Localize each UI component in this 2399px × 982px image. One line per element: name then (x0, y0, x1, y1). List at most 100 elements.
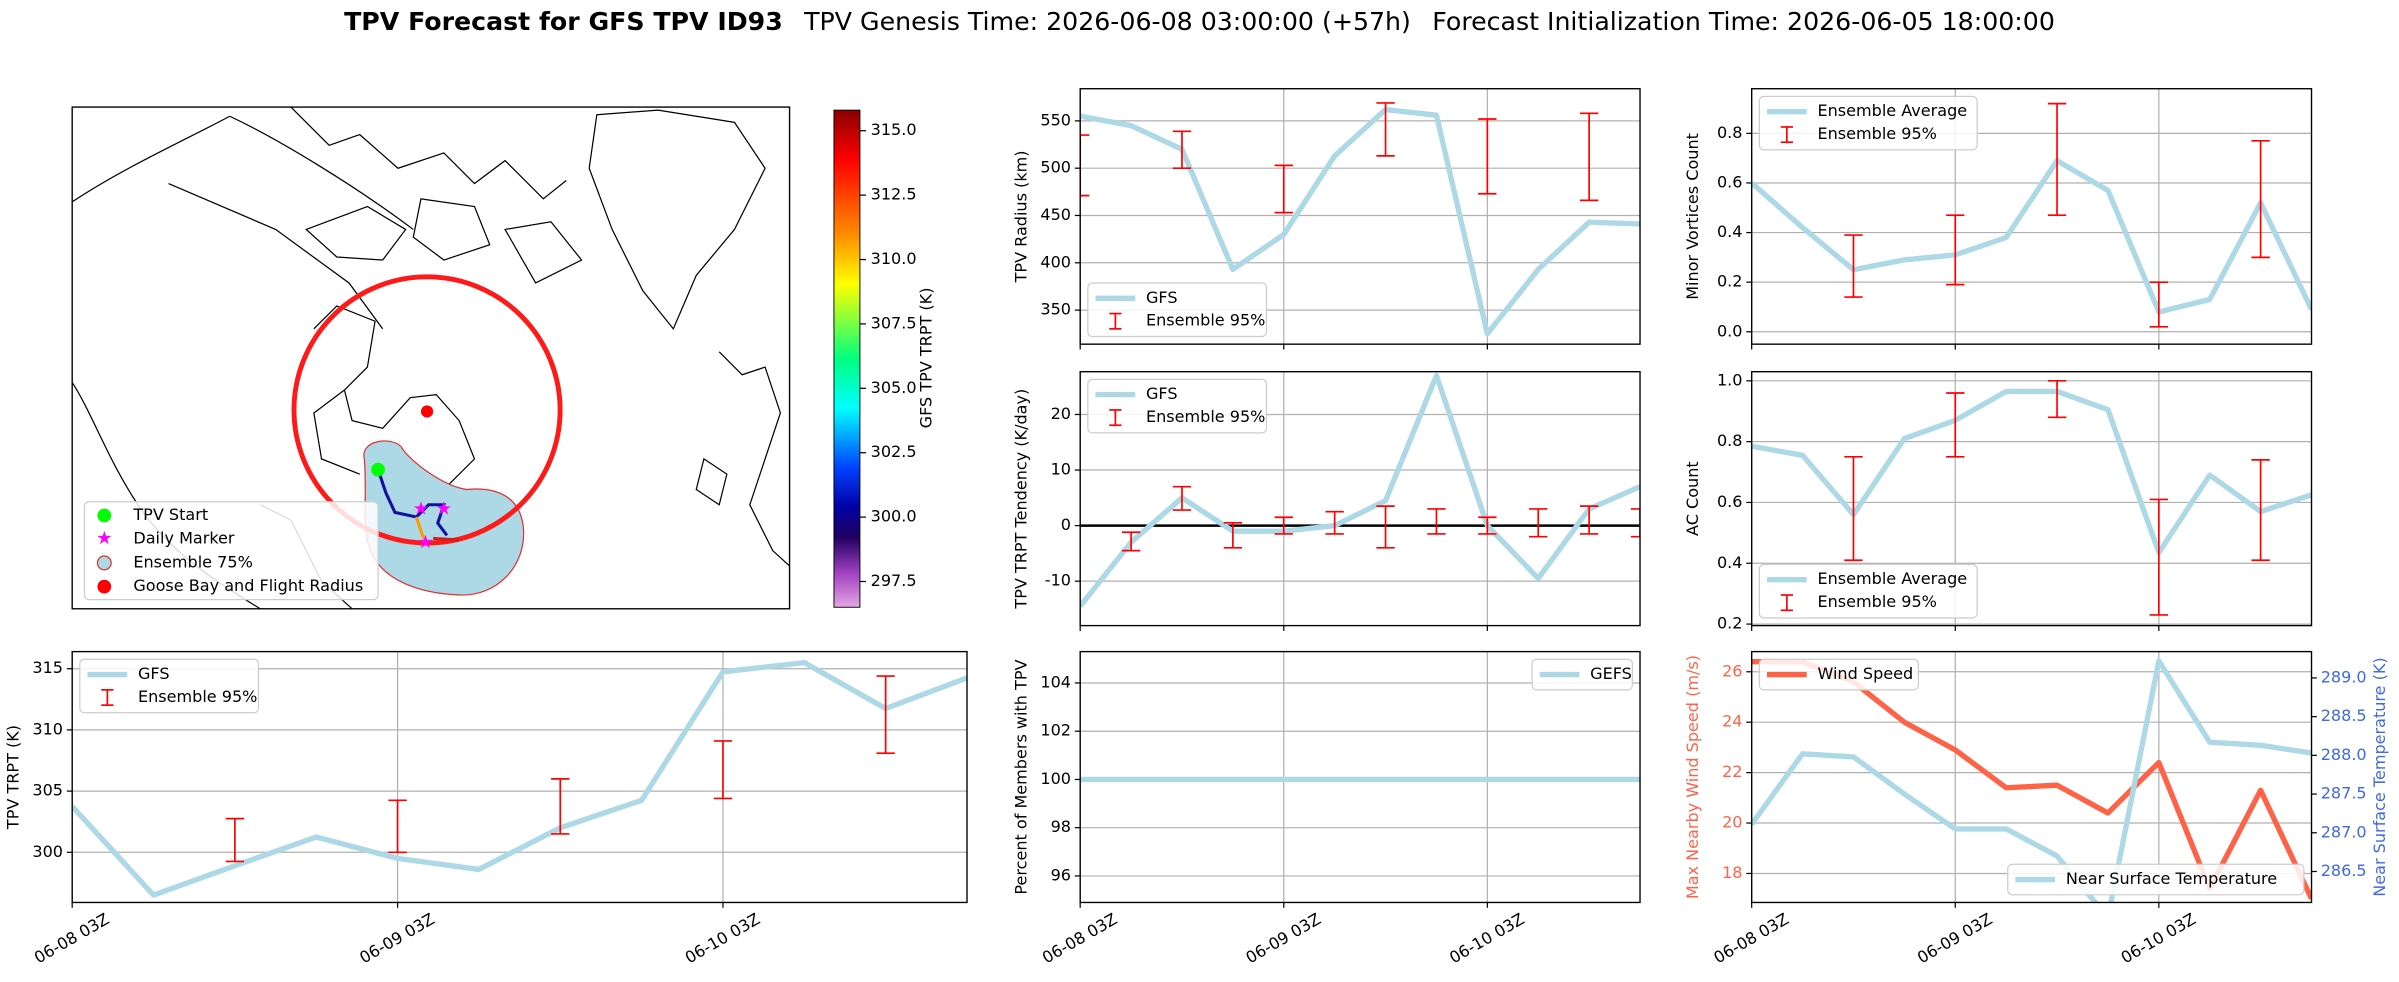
legend-box (1758, 563, 1978, 619)
legend-label: Goose Bay and Flight Radius (133, 576, 363, 595)
legend-label: GFS (138, 664, 170, 683)
plot-frame (1750, 371, 2313, 627)
colorbar-label: GFS TPV TRPT (K) (917, 288, 936, 429)
series-line (1080, 372, 1641, 608)
y-tick-label: 315 (32, 658, 63, 677)
legend-label: Ensemble 95% (1817, 592, 1936, 611)
error-bar (1427, 508, 1446, 535)
panel: 350 400 450 500 550 TPV Radius (km) GFS Ensembl… (1012, 88, 1641, 350)
y-tick-label: 0.2 (1717, 272, 1743, 291)
series-line (1080, 106, 1641, 337)
y2-tick-label: 288.0 (2321, 745, 2367, 764)
y2-tick-label: 289.0 (2321, 667, 2367, 686)
error-bar (2047, 102, 2067, 217)
colorbar-tick-label: 302.5 (871, 442, 917, 461)
legend-label: Daily Marker (133, 529, 235, 548)
y-axis-label: TPV Radius (km) (1012, 150, 1031, 283)
y-tick-label: 102 (1040, 721, 1071, 740)
x-tick-label: 06-10 03Z (682, 909, 764, 967)
x-tick-label: 06-08 03Z (1039, 909, 1121, 967)
x-tick-label: 06-09 03Z (1914, 909, 1996, 967)
x-tick-label: 06-10 03Z (1446, 909, 1528, 967)
y-tick-label: 24 (1722, 712, 1742, 731)
error-bar (1478, 516, 1497, 535)
title-genesis: TPV Genesis Time: 2026-06-08 03:00:00 (+… (803, 7, 1411, 36)
legend: Wind Speed (1758, 658, 1920, 691)
y-tick-label: 0.8 (1717, 431, 1743, 450)
legend-label: GEFS (1590, 664, 1632, 683)
y-tick-label: 1.0 (1717, 370, 1743, 389)
colorbar (833, 109, 861, 608)
legend: GFS Ensemble 95% (1087, 282, 1268, 338)
y-tick-label: 500 (1040, 158, 1071, 177)
map-legend-box (83, 501, 379, 601)
colorbar-tick-label: 297.5 (871, 571, 917, 590)
error-bar (1274, 164, 1293, 214)
panel: -10 0 10 20 TPV TRPT Tendency (K/day) GFS Ense… (1012, 371, 1641, 631)
legend-marker: ★ (96, 528, 112, 549)
legend-label: Ensemble Average (1817, 569, 1967, 588)
series-line (1751, 157, 2312, 315)
y-tick-label: 0 (1061, 515, 1071, 534)
y-tick-label: 26 (1722, 661, 1742, 680)
plot-frame (1750, 88, 2313, 345)
y-tick-label: 0.6 (1717, 172, 1743, 191)
y-axis-label: TPV TRPT Tendency (K/day) (1012, 389, 1031, 610)
legend-box (1758, 658, 1920, 691)
y-tick-label: 18 (1722, 863, 1742, 882)
title-main: TPV Forecast for GFS TPV ID93 (344, 7, 783, 36)
error-bar (1172, 485, 1192, 511)
map-legend: TPV Start ★ Daily Marker Ensemble 75% Goose … (96, 505, 363, 595)
colorbar-tick-label: 307.5 (871, 313, 917, 332)
x-tick-label: 06-08 03Z (1710, 909, 1792, 967)
plot-frame (1079, 88, 1641, 345)
error-bar (1121, 531, 1141, 552)
y-tick-label: 305 (32, 781, 63, 800)
y-tick-label: 450 (1040, 205, 1071, 224)
legend: Near Surface Temperature (2007, 863, 2305, 896)
y-tick-label: 400 (1040, 252, 1071, 271)
y-tick-label: 310 (32, 719, 63, 738)
y-tick-label: 0.4 (1717, 222, 1743, 241)
error-bar (2251, 139, 2270, 259)
error-bar (2047, 379, 2067, 419)
plot-frame (1750, 650, 2313, 904)
legend-label: Ensemble 95% (1817, 124, 1936, 143)
error-bar (2251, 459, 2270, 562)
error-bar (1529, 508, 1548, 538)
error-bar (1844, 234, 1863, 298)
legend-label: GFS (1146, 288, 1178, 307)
legend-box (1758, 95, 1978, 151)
legend-label: Ensemble 95% (1146, 407, 1265, 426)
error-bar (876, 675, 895, 755)
legend-label: GFS (1146, 384, 1178, 403)
error-bar (1630, 508, 1641, 538)
colorbar-tick-label: 310.0 (871, 249, 917, 268)
y-tick-label: 10 (1051, 460, 1071, 479)
y-axis-label: TPV TRPT (K) (4, 725, 23, 830)
daily-marker: ★ (436, 498, 452, 519)
y-tick-label: 0.0 (1717, 321, 1743, 340)
error-bar (2149, 498, 2169, 616)
error-bar (1172, 130, 1192, 170)
error-bar (1579, 112, 1599, 202)
error-bar (2149, 281, 2169, 328)
error-bar (1223, 521, 1243, 549)
error-bar (1274, 516, 1293, 535)
legend-label: Ensemble 95% (138, 687, 257, 706)
y-axis-label: Percent of Members with TPV (1012, 659, 1031, 894)
series-line (72, 659, 968, 898)
error-bar (388, 799, 407, 854)
y2-axis-label: Near Surface Temperature (K) (2370, 657, 2389, 896)
y-tick-label: 20 (1051, 404, 1071, 423)
y-tick-label: 0.4 (1717, 553, 1743, 572)
y2-tick-label: 287.0 (2321, 822, 2367, 841)
error-bar (1376, 102, 1395, 157)
y-tick-label: 0.2 (1717, 614, 1743, 633)
error-bar (225, 817, 245, 863)
legend-label: Ensemble 75% (133, 552, 252, 571)
tpv-track-warm (414, 516, 429, 544)
y-tick-label: 96 (1051, 865, 1071, 884)
y2-tick-label: 287.5 (2321, 784, 2367, 803)
series-line (1751, 658, 2312, 903)
